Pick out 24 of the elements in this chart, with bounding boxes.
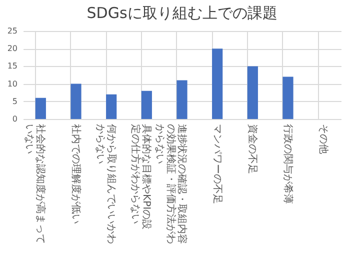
x-tick-label: 資金の不足 — [246, 124, 259, 174]
y-tick-label: 15 — [7, 62, 18, 71]
bar — [282, 76, 294, 119]
y-tick-label: 10 — [7, 79, 18, 88]
y-tick-label: 5 — [12, 96, 18, 106]
x-tick-label: 社会的な認知度が高まっていない — [24, 124, 47, 244]
bar — [35, 98, 46, 119]
bar — [212, 48, 223, 119]
x-tick-label: マンパワーの不足 — [211, 124, 222, 204]
x-tick-label: 何から取り組んでいいかわからない — [94, 124, 116, 244]
x-tick-label: 社内での理解度が低い — [70, 124, 82, 224]
x-tick-label: 進捗状況の確認・取組内容の効果検証・評価方法がわからない — [154, 124, 188, 244]
bar — [141, 90, 152, 119]
y-tick-label: 20 — [7, 44, 18, 54]
y-tick-label: 0 — [12, 114, 18, 124]
x-tick-label: その他 — [317, 124, 330, 154]
x-tick-label: 具体的な目標やKPIの設定の仕方がわからない — [130, 124, 153, 230]
bar — [176, 80, 188, 119]
bar — [247, 66, 258, 119]
y-tick-label: 25 — [7, 26, 18, 36]
chart-title: SDGsに取り組む上での課題 — [86, 4, 278, 22]
bar — [70, 84, 82, 119]
bar — [106, 94, 117, 119]
x-tick-label: 行政の関与が希薄 — [282, 124, 294, 204]
